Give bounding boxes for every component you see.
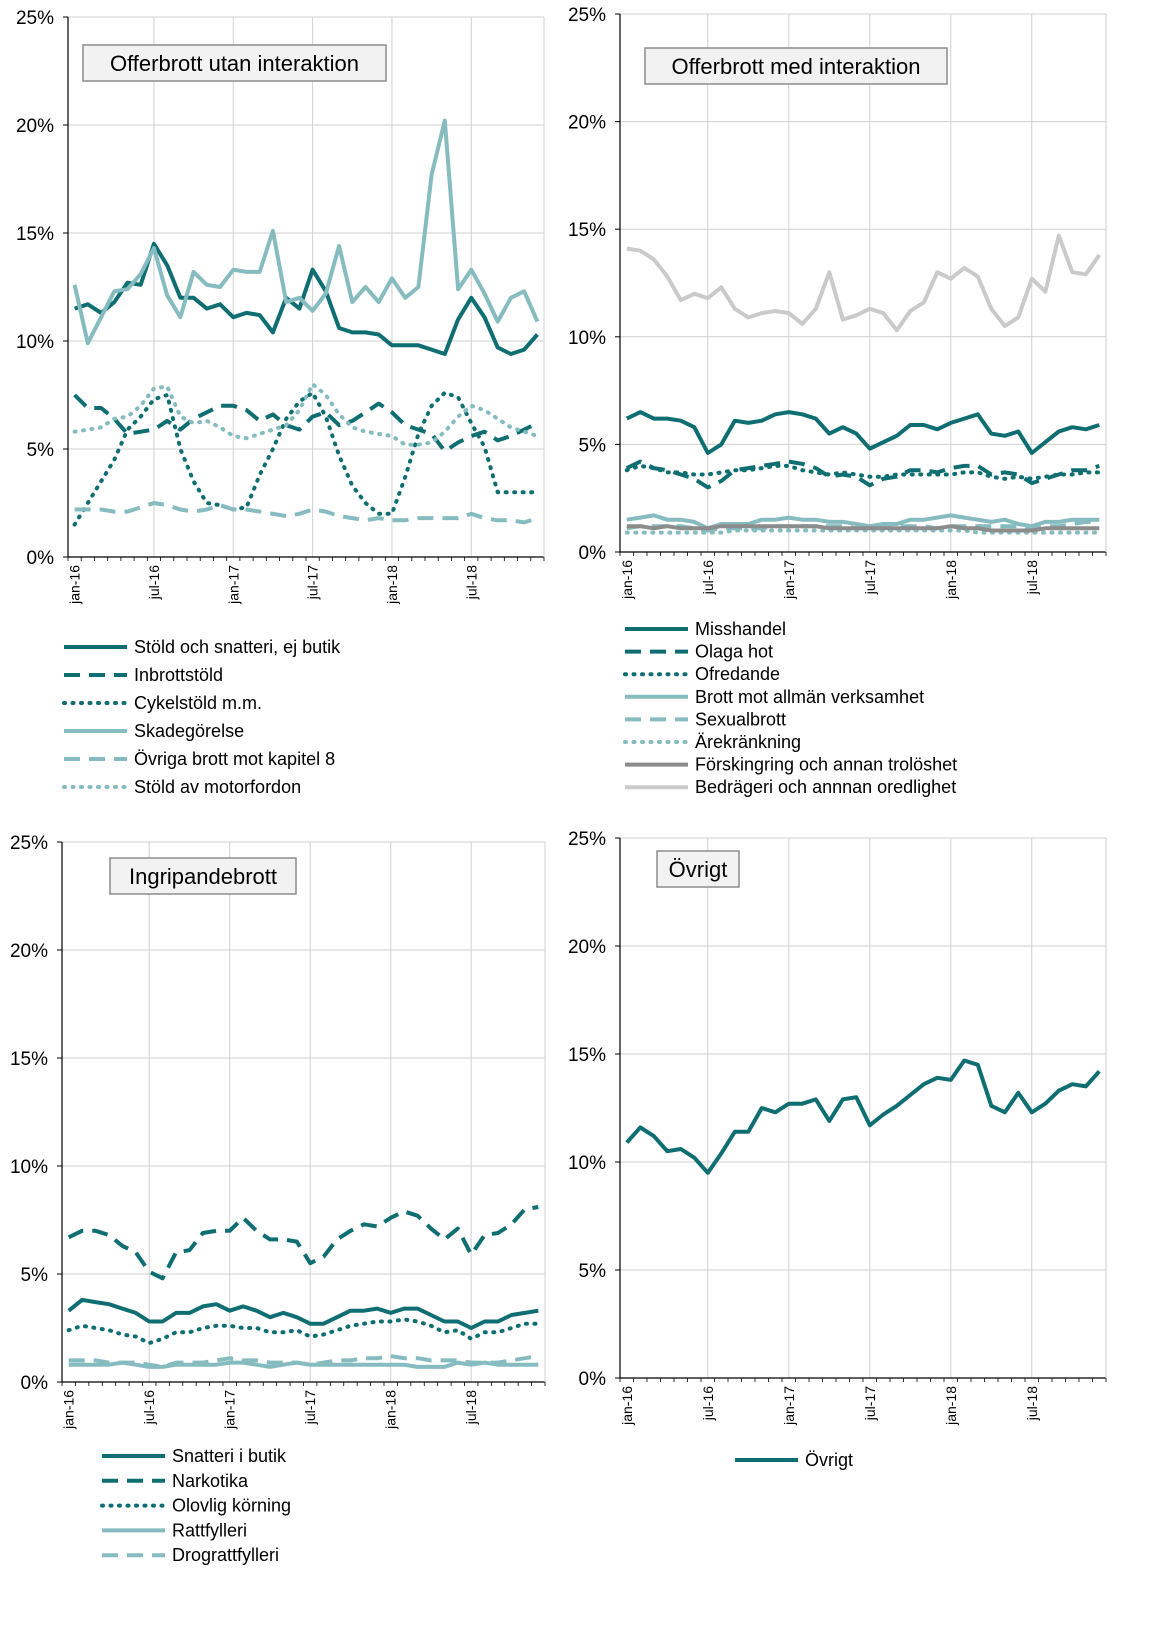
series-line-6 [624, 528, 1102, 535]
x-tick-label: jul-17 [862, 1386, 878, 1421]
y-tick-label: 20% [10, 941, 48, 962]
legend-label: Övrigt [805, 1450, 853, 1470]
x-tick-label: jul-16 [700, 560, 716, 595]
legend-label: Skadegörelse [134, 721, 244, 741]
x-tick-label: jul-18 [463, 565, 479, 600]
legend-label: Bedrägeri och annnan oredlighet [695, 777, 956, 797]
legend-label: Sexualbrott [695, 709, 786, 729]
legend-label: Brott mot allmän verksamhet [695, 687, 924, 707]
x-tick-label: jan-16 [67, 565, 83, 605]
legend-label: Ofredande [695, 664, 780, 684]
x-tick-label: jan-17 [781, 560, 797, 600]
plot-area [62, 842, 545, 1382]
y-tick-label: 25% [568, 5, 606, 26]
y-tick-label: 5% [579, 1261, 607, 1282]
legend-label: Snatteri i butik [172, 1446, 287, 1466]
legend-label: Rattfylleri [172, 1520, 247, 1540]
legend-label: Ärekränkning [695, 732, 801, 752]
x-tick-label: jan-17 [225, 565, 241, 605]
series-line-1 [625, 410, 1100, 455]
x-tick-label: jul-16 [141, 1390, 157, 1425]
legend-label: Inbrottstöld [134, 665, 223, 685]
series-line-8 [626, 233, 1101, 333]
x-tick-label: jan-16 [619, 1386, 635, 1426]
plot-area [620, 14, 1106, 552]
legend-label: Olaga hot [695, 642, 773, 662]
x-tick-label: jan-17 [781, 1386, 797, 1426]
x-tick-label: jan-16 [619, 560, 635, 600]
y-tick-label: 25% [10, 833, 48, 854]
y-tick-label: 20% [16, 116, 54, 137]
chart-title-box [82, 44, 387, 82]
series-line-4 [72, 118, 540, 346]
y-tick-label: 15% [568, 220, 606, 241]
x-tick-label: jul-18 [463, 1390, 479, 1425]
chart-title-box [644, 47, 948, 85]
legend-label: Narkotika [172, 1471, 249, 1491]
y-tick-label: 10% [568, 1153, 606, 1174]
chart-title: Övrigt [669, 857, 728, 882]
y-tick-label: 10% [568, 328, 606, 349]
x-tick-label: jul-18 [1024, 560, 1040, 595]
chart-title-box [656, 850, 740, 888]
y-tick-label: 0% [27, 548, 55, 569]
y-tick-label: 25% [568, 829, 606, 850]
y-tick-label: 15% [568, 1045, 606, 1066]
y-tick-label: 15% [16, 224, 54, 245]
x-tick-label: jan-17 [222, 1390, 238, 1430]
legend-label: Förskingring och annan trolöshet [695, 755, 957, 775]
chart-4: 0% 5% 10% 15% 20% 25% jan-16 jul-16 jan-17 jul-17… [568, 829, 1107, 1470]
chart-title: Offerbrott utan interaktion [110, 51, 359, 76]
chart-title-box [109, 857, 297, 895]
legend-label: Stöld av motorfordon [134, 777, 301, 797]
y-tick-label: 5% [579, 435, 607, 456]
series-line-3 [72, 390, 540, 527]
chart-3: 0% 5% 10% 15% 20% 25% jan-16 jul-16 jan-17 jul-17… [10, 833, 546, 1565]
x-tick-label: jul-16 [700, 1386, 716, 1421]
chart-1: 0% 5% 10% 15% 20% 25% jan-16 jul-16 jan-17 jul-17… [16, 8, 545, 797]
series-line-6 [72, 382, 540, 447]
y-tick-label: 15% [10, 1049, 48, 1070]
chart-title: Offerbrott med interaktion [671, 54, 920, 79]
series-line-7 [626, 524, 1100, 533]
y-tick-label: 25% [16, 8, 54, 29]
legend-label: Olovlig körning [172, 1496, 291, 1516]
x-tick-label: jan-16 [61, 1390, 77, 1430]
series-line-2 [625, 459, 1100, 490]
x-tick-label: jan-18 [383, 1390, 399, 1430]
x-tick-label: jul-17 [862, 560, 878, 595]
x-tick-label: jul-18 [1024, 1386, 1040, 1421]
x-tick-label: jan-18 [384, 565, 400, 605]
legend-label: Övriga brott mot kapitel 8 [134, 749, 335, 769]
series-line-1 [625, 1058, 1101, 1175]
y-tick-label: 20% [568, 937, 606, 958]
y-tick-label: 5% [21, 1265, 49, 1286]
x-tick-label: jan-18 [943, 1386, 959, 1426]
x-tick-label: jul-17 [302, 1390, 318, 1425]
x-tick-label: jul-17 [305, 565, 321, 600]
series-line-3 [624, 463, 1102, 481]
y-tick-label: 20% [568, 113, 606, 134]
y-tick-label: 0% [579, 543, 607, 564]
y-tick-label: 10% [16, 332, 54, 353]
series-line-5 [68, 1354, 539, 1369]
legend-label: Misshandel [695, 619, 786, 639]
x-tick-label: jul-16 [146, 565, 162, 600]
series-line-5 [74, 501, 539, 525]
series-line-2 [73, 393, 539, 454]
legend-label: Cykelstöld m.m. [134, 693, 262, 713]
y-tick-label: 0% [21, 1373, 49, 1394]
chart-title: Ingripandebrott [129, 864, 277, 889]
legend-label: Stöld och snatteri, ej butik [134, 637, 341, 657]
x-tick-label: jan-18 [943, 560, 959, 600]
legend-label: Drograttfylleri [172, 1545, 279, 1565]
chart-2: 0% 5% 10% 15% 20% 25% jan-16 jul-16 jan-17 jul-17… [568, 5, 1107, 797]
y-tick-label: 10% [10, 1157, 48, 1178]
series-line-1 [67, 1297, 539, 1330]
y-tick-label: 0% [579, 1369, 607, 1390]
y-tick-label: 5% [27, 440, 55, 461]
